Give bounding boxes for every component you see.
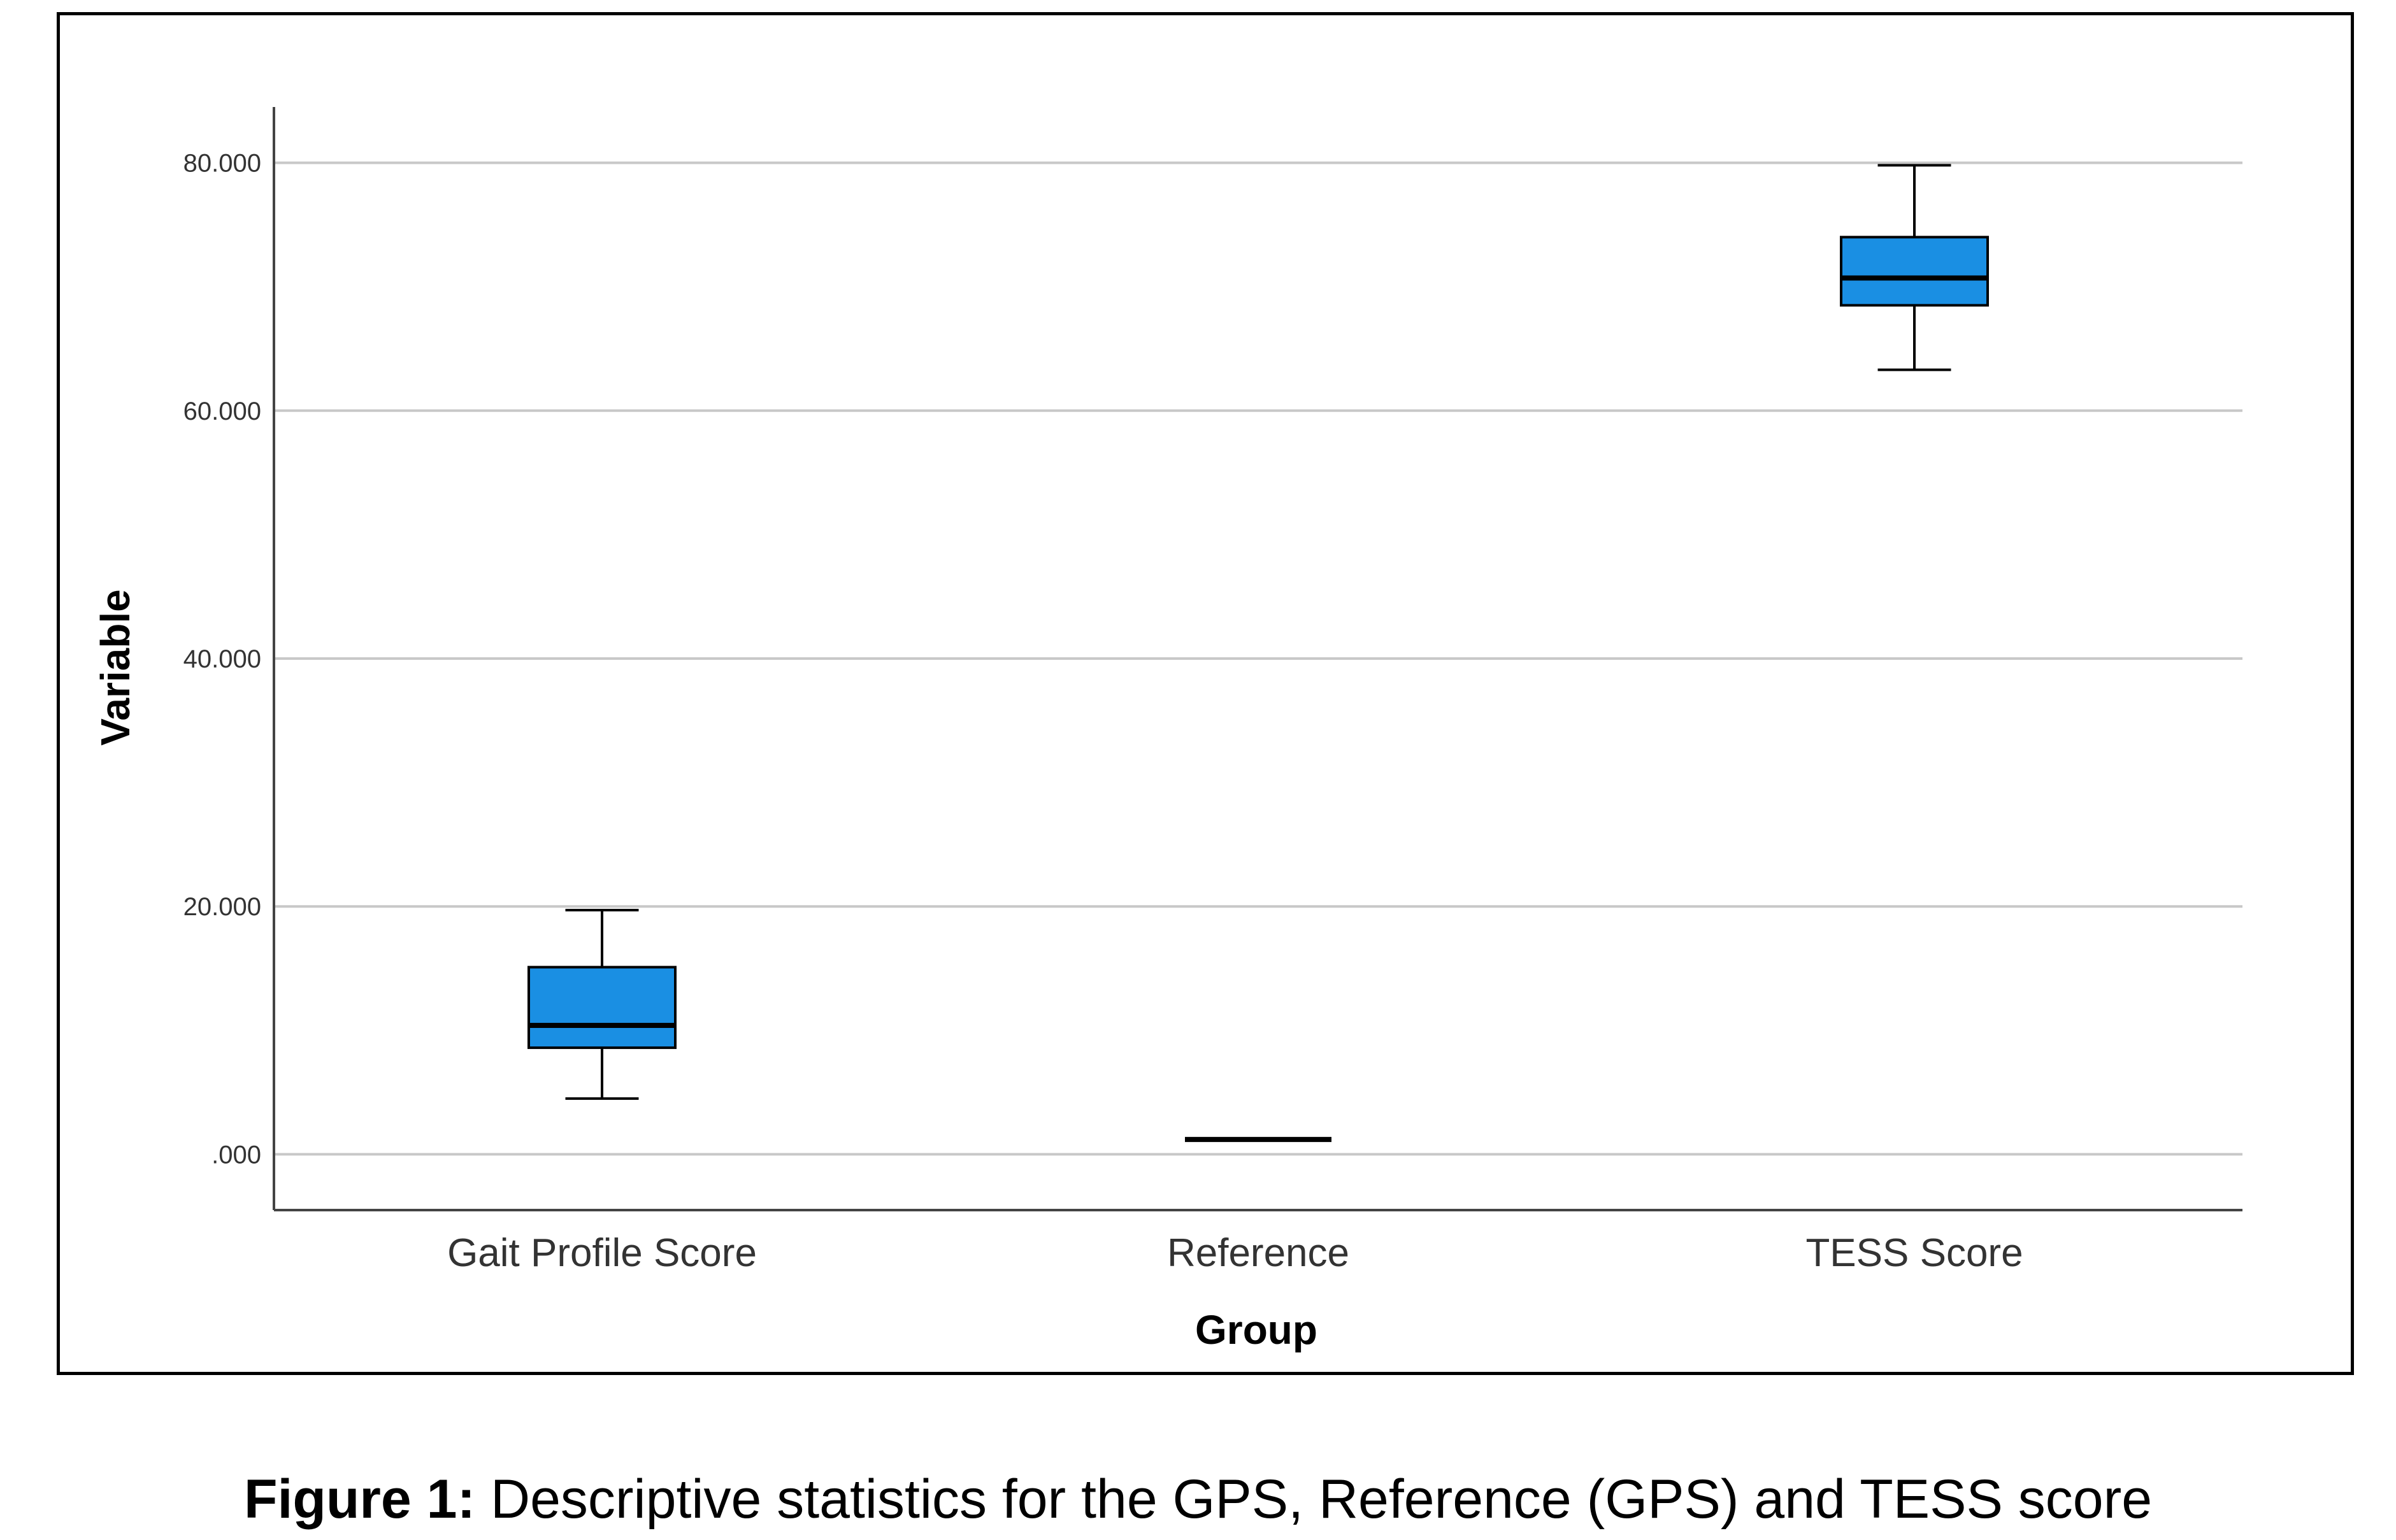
y-tick-label-3: 60.000: [183, 397, 261, 425]
x-category-label-reference: Reference: [1167, 1231, 1349, 1275]
y-tick-labels: .000 20.000 40.000 60.000 80.000: [183, 150, 261, 1169]
axes: [273, 107, 2242, 1211]
chart-frame: [57, 12, 2354, 1375]
box-tess-score: [1840, 164, 1989, 371]
box-gait-profile-score: [527, 909, 677, 1100]
y-axis-title: Variable: [92, 589, 138, 746]
box-iqr: [527, 966, 677, 1050]
figure-caption: Figure 1: Descriptive statistics for the…: [0, 1468, 2396, 1531]
y-tick-label-0: .000: [212, 1141, 261, 1169]
caption-label: Figure 1:: [243, 1469, 476, 1530]
caption-text: Descriptive statistics for the GPS, Refe…: [475, 1469, 2153, 1530]
x-category-label-tess-score: TESS Score: [1805, 1231, 2023, 1275]
gridlines: [274, 161, 2242, 1156]
x-axis-title: Group: [1195, 1307, 1317, 1353]
x-category-label-gait-profile-score: Gait Profile Score: [447, 1231, 757, 1275]
y-tick-label-4: 80.000: [183, 150, 261, 178]
box-iqr: [1840, 236, 1989, 307]
y-tick-label-1: 20.000: [183, 893, 261, 921]
box-plot-chart: .000 20.000 40.000 60.000 80.000 Gait Profil…: [92, 107, 2242, 1353]
y-tick-label-2: 40.000: [183, 645, 261, 673]
boxes: [527, 164, 1989, 1143]
x-category-labels: Gait Profile Score Reference TESS Score: [447, 1231, 2023, 1275]
